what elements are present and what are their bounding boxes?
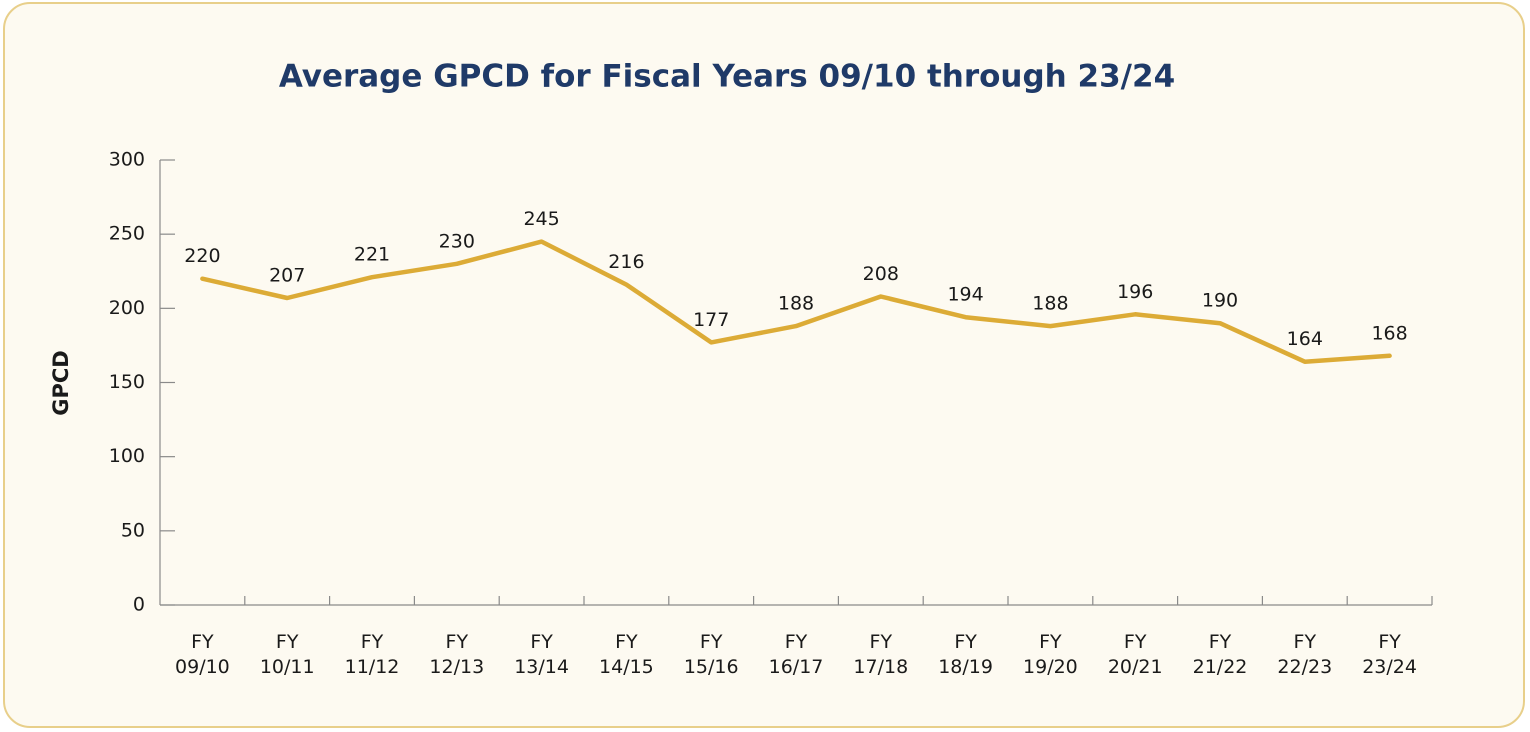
x-tick-label: FY 15/16: [684, 631, 739, 678]
y-tick-label: 100: [109, 445, 145, 467]
data-label: 188: [778, 293, 814, 315]
x-tick-label: FY 11/12: [345, 631, 400, 678]
data-label: 221: [354, 244, 390, 266]
data-label: 194: [947, 284, 983, 306]
x-tick-label: FY 22/23: [1277, 631, 1332, 678]
card: [3, 2, 1525, 728]
x-tick-label: FY 13/14: [514, 631, 569, 678]
y-tick-label: 250: [109, 223, 145, 245]
data-label: 220: [184, 245, 220, 267]
x-tick-label: FY 17/18: [853, 631, 908, 678]
y-tick-label: 200: [109, 297, 145, 319]
data-label: 216: [608, 251, 644, 273]
x-tick-label: FY 23/24: [1362, 631, 1417, 678]
chart-title: Average GPCD for Fiscal Years 09/10 thro…: [279, 59, 1175, 95]
data-label: 164: [1287, 328, 1323, 350]
y-tick-label: 150: [109, 371, 145, 393]
x-tick-label: FY 21/22: [1193, 631, 1248, 678]
data-label: 177: [693, 309, 729, 331]
x-tick-label: FY 12/13: [429, 631, 484, 678]
x-tick-label: FY 14/15: [599, 631, 654, 678]
x-tick-label: FY 18/19: [938, 631, 993, 678]
y-tick-label: 300: [109, 149, 145, 171]
data-label: 208: [863, 263, 899, 285]
x-tick-label: FY 16/17: [769, 631, 824, 678]
y-tick-label: 50: [121, 519, 145, 541]
data-label: 207: [269, 264, 305, 286]
data-label: 188: [1032, 293, 1068, 315]
line: [200, 239, 1392, 364]
y-axis-label: GPCD: [49, 350, 73, 415]
data-label: 196: [1117, 281, 1153, 303]
x-tick-label: FY 10/11: [260, 631, 315, 678]
y-tick-label: 0: [133, 594, 145, 616]
x-tick-label: FY 09/10: [175, 631, 230, 678]
data-label: 168: [1371, 322, 1407, 344]
x-tick-label: FY 20/21: [1108, 631, 1163, 678]
x-tick-label: FY 19/20: [1023, 631, 1078, 678]
data-label: 190: [1202, 290, 1238, 312]
data-label: 245: [523, 208, 559, 230]
data-label: 230: [439, 230, 475, 252]
